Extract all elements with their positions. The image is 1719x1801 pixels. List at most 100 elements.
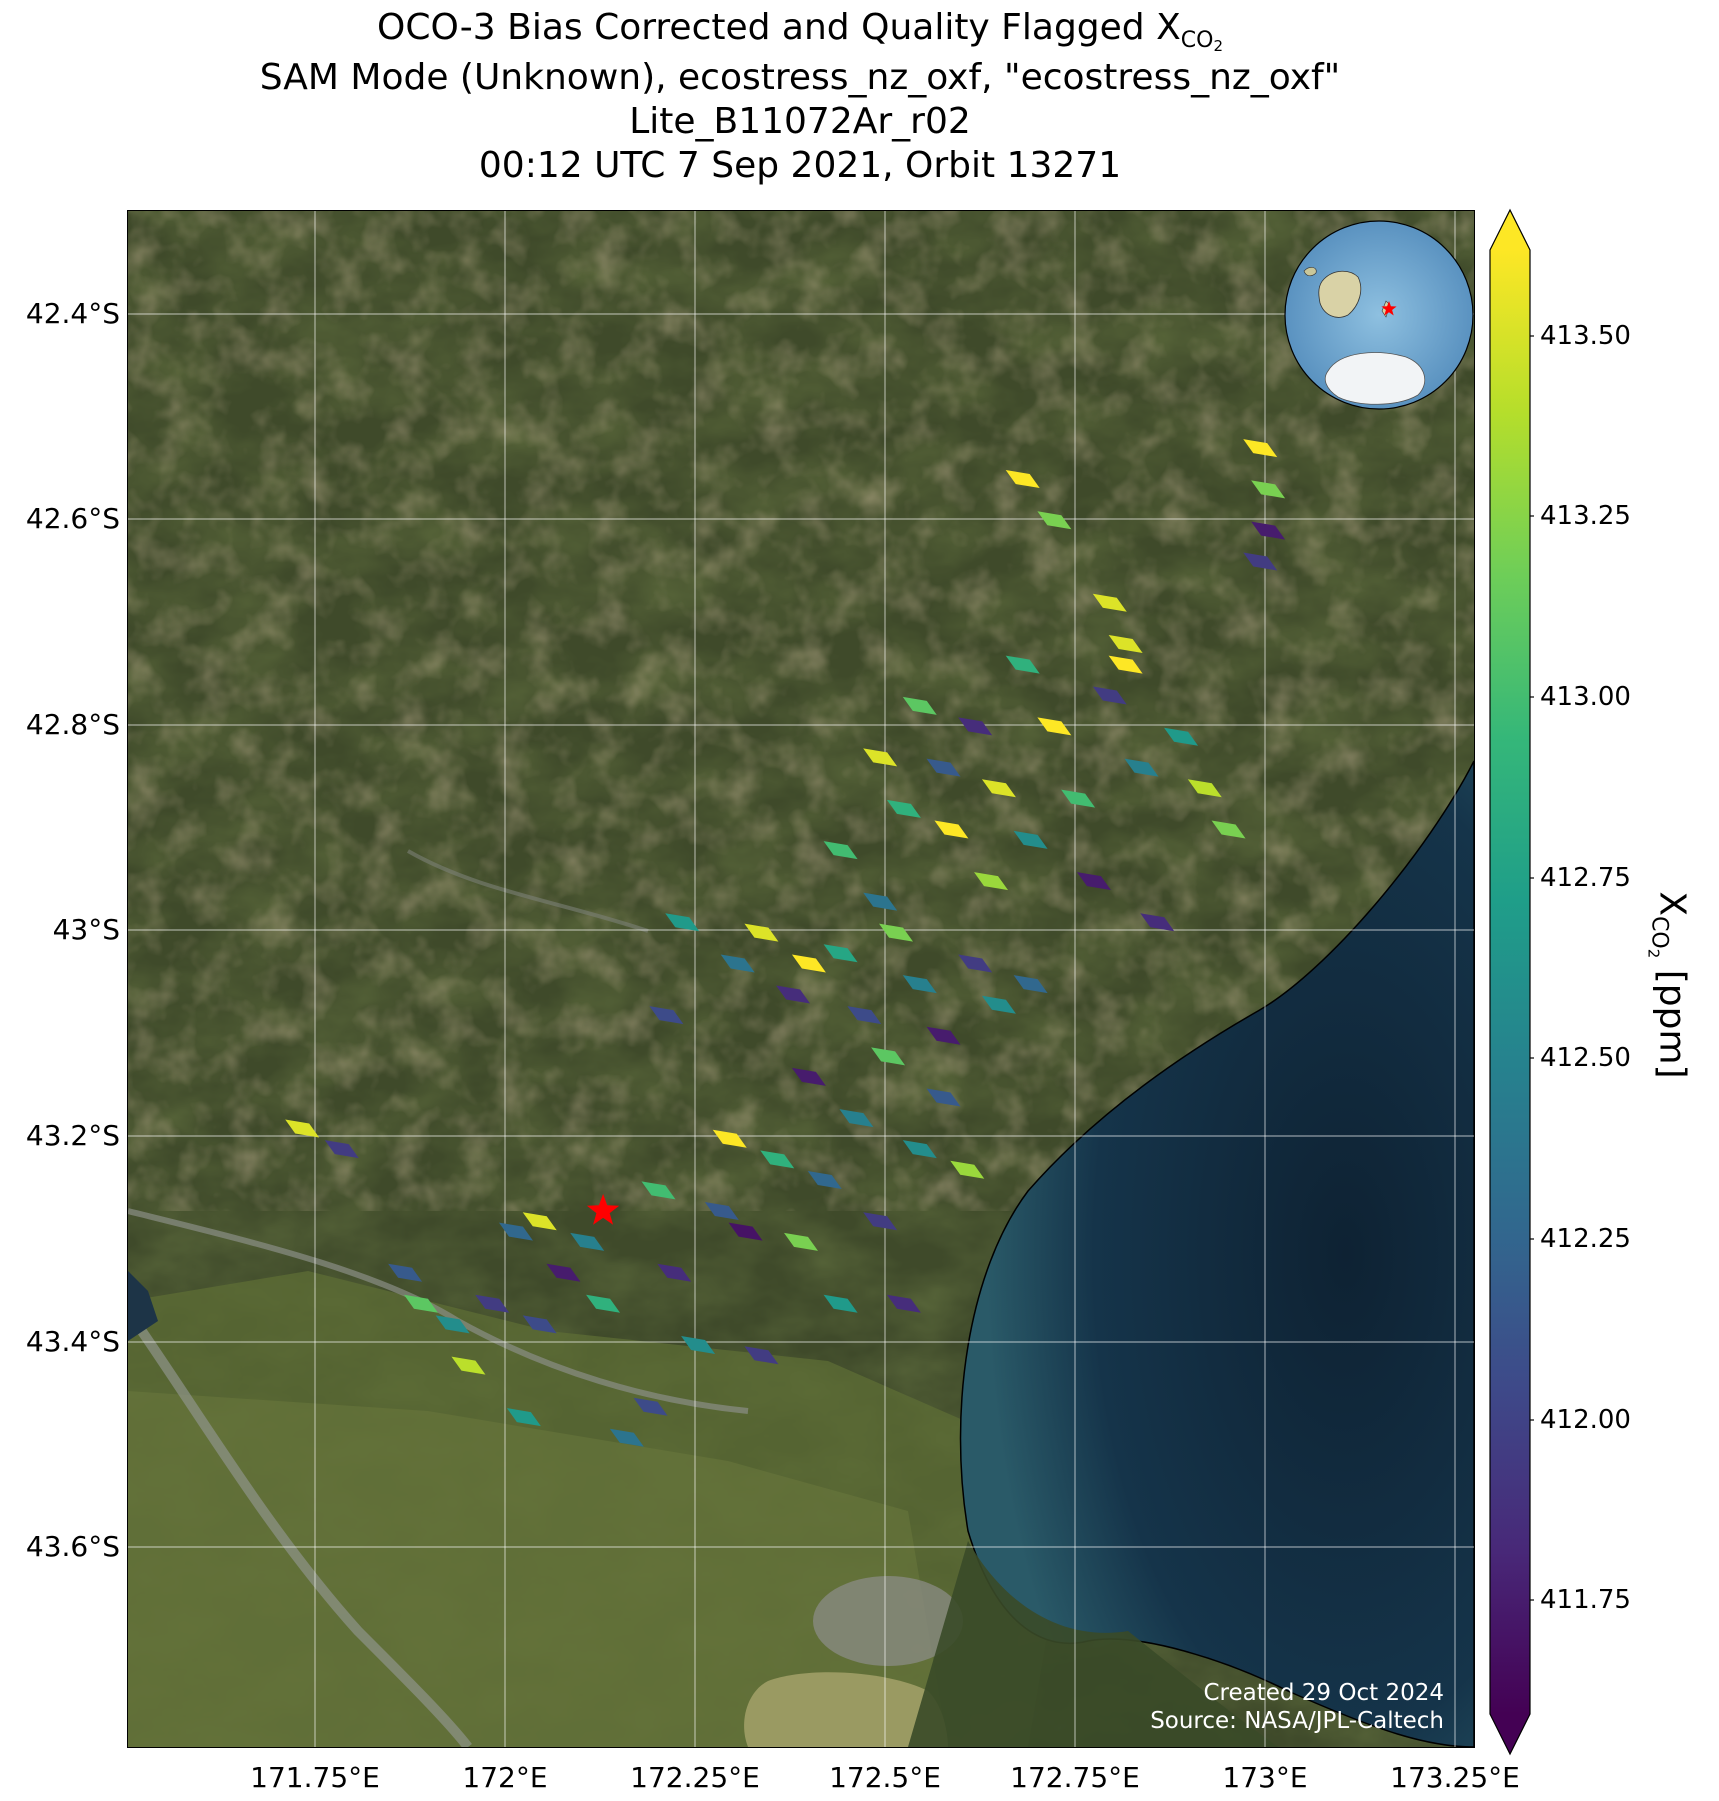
sounding-footprint [886,1294,921,1313]
sounding-footprint [388,1263,423,1282]
title-line-1: OCO-3 Bias Corrected and Quality Flagged… [376,7,1223,55]
sounding-footprint [934,820,969,839]
colorbar [1489,208,1534,1756]
colorbar-tick-label: 412.25 [1540,1224,1631,1254]
sounding-footprint [823,841,858,860]
colorbar-extend-top [1490,210,1530,250]
sounding-footprint [926,1026,961,1045]
sounding-footprint [498,1222,533,1241]
lon-tick-label: 172°E [462,1761,548,1794]
colorbar-tick-label: 411.75 [1540,1585,1631,1615]
map-canvas[interactable] [128,211,1474,1747]
sounding-footprint [681,1335,716,1354]
sounding-footprint [839,1109,874,1128]
sounding-footprint [546,1263,581,1282]
lat-tick-label: 43.6°S [25,1530,120,1563]
sounding-footprint [285,1119,320,1138]
sounding-footprint [879,923,914,942]
colorbar-tick-label: 412.50 [1540,1043,1631,1073]
lat-tick-label: 42.4°S [25,297,120,330]
lake-west [128,1271,158,1341]
sounding-footprint [649,1006,684,1025]
map-panel[interactable]: Created 29 Oct 2024 Source: NASA/JPL-Cal… [127,210,1475,1748]
river-rakaia [128,1308,472,1747]
sounding-footprint [1037,717,1072,736]
credit-text: Created 29 Oct 2024 Source: NASA/JPL-Cal… [1150,1679,1444,1735]
sounding-footprint [791,1067,826,1086]
chart-title: OCO-3 Bias Corrected and Quality Flagged… [130,6,1470,188]
sounding-footprint [665,913,700,932]
sounding-footprint [324,1140,359,1159]
colorbar-title: XCO2 [ppm] [1644,891,1693,1079]
credit-source: Source: NASA/JPL-Caltech [1150,1708,1444,1734]
sounding-footprint [1005,470,1040,489]
sounding-footprint [902,696,937,715]
river-valley [407,849,649,933]
lon-tick-label: 173°E [1222,1761,1308,1794]
sounding-footprint [1061,789,1096,808]
sounding-footprint [1092,593,1127,612]
sounding-footprint [958,954,993,973]
sounding-footprint [784,1232,818,1251]
sounding-footprint [1211,820,1246,839]
colorbar-extend-bottom [1490,1714,1530,1754]
sounding-footprint [1140,913,1175,932]
sounding-footprint [950,1160,985,1179]
inset-globe [1284,220,1474,410]
sounding-footprint [609,1428,644,1447]
sounding-footprint [902,1140,937,1159]
colorbar-tick-label: 412.75 [1540,863,1631,893]
sounding-footprint [1005,655,1040,674]
sounding-footprint [958,717,993,736]
title-line-4: 00:12 UTC 7 Sep 2021, Orbit 13271 [478,145,1122,186]
globe-australia [1318,270,1362,318]
sounding-footprint [1187,779,1222,798]
sounding-footprint [1108,634,1143,653]
colorbar-tick-label: 413.50 [1540,321,1631,351]
globe-target-star-icon [1381,301,1397,316]
sounding-footprint [760,1150,795,1169]
banks-peninsula [908,1541,1278,1747]
globe-landmass [1303,267,1317,277]
sounding-footprint [1243,552,1278,571]
sounding-footprint [1037,511,1072,530]
sounding-footprint [1013,830,1048,849]
sounding-footprint [847,1006,882,1025]
sounding-footprint [704,1201,739,1220]
sounding-footprint [886,799,921,818]
sounding-footprint [720,954,755,973]
sounding-footprint [807,1171,842,1190]
sounding-footprint [1108,655,1143,674]
sounding-footprint [451,1356,486,1375]
colorbar-ticks [1530,335,1534,1601]
sounding-footprint [863,1212,898,1231]
sounding-footprint [981,779,1016,798]
sounding-footprint [981,995,1016,1014]
sounding-footprint [1013,975,1048,994]
sounding-footprint [435,1315,470,1334]
lat-tick-label: 42.8°S [25,708,120,741]
sounding-footprint [657,1263,692,1282]
lat-tick-label: 42.6°S [25,502,120,535]
sounding-footprint [902,975,937,994]
lat-tick-label: 43.4°S [25,1325,120,1358]
lon-tick-label: 173.25°E [1390,1761,1520,1794]
sounding-footprint [475,1294,510,1313]
sounding-footprint [871,1047,906,1066]
plains-farmland [128,1391,948,1747]
lat-tick-label: 43°S [52,913,120,946]
sounding-footprint [791,954,826,973]
sounding-footprint [863,748,898,767]
sounding-footprint [641,1181,676,1200]
sounding-footprint [1164,727,1199,746]
sounding-footprint [926,758,961,777]
sounding-footprint [823,1294,858,1313]
lon-tick-label: 171.75°E [250,1761,380,1794]
sounding-footprint [728,1222,763,1241]
sounding-footprint [776,985,811,1004]
globe-ocean [1284,220,1474,410]
gridlines [128,211,1474,1747]
lat-tick-label: 43.2°S [25,1119,120,1152]
sounding-footprint [1243,439,1278,458]
sounding-footprint [1251,521,1286,540]
